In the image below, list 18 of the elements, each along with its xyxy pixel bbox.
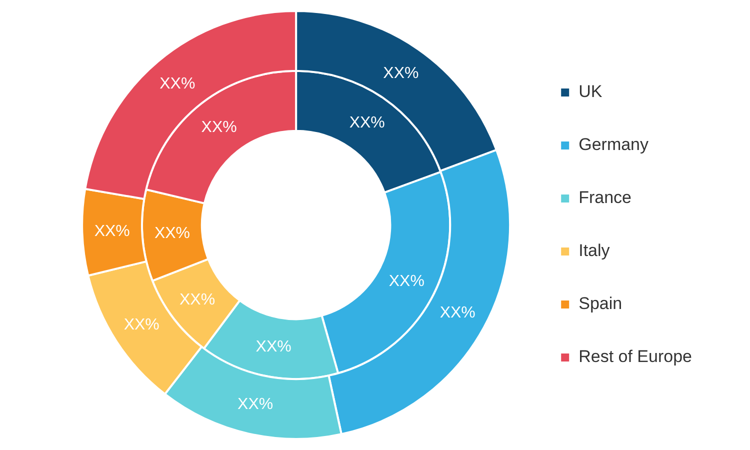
data-label: XX%	[383, 65, 419, 82]
data-label: XX%	[349, 114, 385, 132]
data-label: XX%	[238, 396, 274, 413]
legend-label: UK	[578, 82, 603, 102]
data-label: XX%	[256, 338, 292, 356]
data-label: XX%	[154, 224, 190, 242]
data-label: XX%	[179, 292, 216, 309]
data-label: XX%	[124, 316, 160, 334]
legend-label: Germany	[578, 135, 650, 154]
data-label: XX%	[94, 222, 130, 240]
data-label: XX%	[440, 304, 476, 322]
data-label: XX%	[160, 76, 196, 93]
data-label: XX%	[201, 119, 237, 136]
data-label: XX%	[388, 272, 424, 290]
legend-label: Rest of Europe	[578, 347, 692, 366]
legend-label: Italy	[578, 241, 610, 260]
legend-label: France	[578, 188, 632, 208]
legend-label: Spain	[578, 294, 622, 314]
